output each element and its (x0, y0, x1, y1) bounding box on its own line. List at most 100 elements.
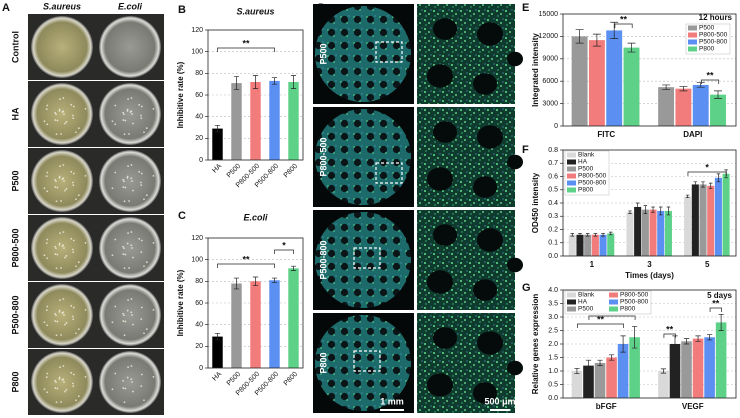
error-bar (578, 233, 582, 237)
plot-frame (562, 149, 737, 257)
error-bar (620, 335, 626, 353)
colony (59, 232, 61, 235)
bar (591, 234, 599, 256)
error-bar (592, 33, 601, 47)
colony (72, 315, 74, 318)
y-tick-label: 0.5 (548, 381, 558, 388)
y-tick-label: 0.6 (548, 173, 558, 180)
x-axis-label: Times (days) (625, 271, 674, 280)
colony (46, 305, 49, 308)
y-tick-label: 1.5 (548, 354, 558, 361)
bar (704, 337, 715, 398)
colony (54, 253, 57, 255)
legend-swatch (609, 292, 618, 298)
colony (130, 97, 133, 99)
significance-label: ** (620, 14, 628, 24)
colony (43, 187, 46, 190)
error-bar (214, 332, 221, 341)
colony (114, 104, 117, 107)
bar (594, 362, 606, 398)
colony (122, 178, 125, 181)
legend-swatch (567, 173, 576, 179)
legend-label: P800 (578, 187, 594, 194)
colony (138, 237, 141, 240)
colony (56, 186, 59, 189)
colony (54, 320, 57, 322)
y-tick-label: 0.4 (548, 200, 558, 207)
colony (54, 245, 57, 248)
error-bar (660, 368, 667, 374)
colony (128, 267, 130, 269)
colony (145, 127, 148, 130)
y-tick-label: 12000 (539, 33, 559, 40)
panel-label: F (522, 144, 529, 156)
pore (507, 360, 523, 376)
colony (56, 387, 59, 390)
colony (72, 318, 75, 321)
colony (58, 175, 61, 178)
error-bar (575, 29, 584, 44)
colony (45, 309, 48, 312)
y-tick-label: 1.0 (548, 368, 558, 375)
colony (58, 309, 61, 312)
error-bar (718, 313, 724, 331)
y-axis-label: OD450 intensity (531, 172, 540, 233)
bar (231, 283, 242, 368)
colony (63, 381, 65, 383)
zoom-photo (417, 313, 515, 413)
significance-bracket (709, 307, 722, 312)
colony (140, 373, 143, 376)
colony (58, 108, 61, 111)
legend-label: P500 (578, 166, 594, 173)
colony (65, 388, 68, 391)
colony (140, 239, 143, 242)
colony (62, 164, 65, 166)
colony (126, 108, 129, 111)
colony (130, 378, 133, 381)
pore (507, 257, 523, 273)
scaffold-photo (315, 212, 411, 308)
scaffold-photo (315, 6, 411, 102)
panel-label: E (522, 2, 529, 14)
row-label: P800 (10, 371, 20, 392)
colony (123, 334, 126, 337)
colony (140, 385, 143, 388)
colony (122, 312, 125, 315)
colony (152, 308, 155, 311)
pore (473, 73, 497, 95)
significance-label: ** (712, 298, 720, 308)
colony (75, 198, 77, 201)
y-tick-label: 0.2 (548, 226, 558, 233)
colony (152, 174, 155, 177)
colony (72, 184, 75, 187)
colony (127, 366, 129, 369)
y-tick-label: 0 (199, 365, 203, 372)
row-label: P500-800 (10, 295, 20, 334)
colony (58, 376, 61, 379)
pore (433, 18, 457, 40)
bar (571, 36, 588, 126)
bar (617, 344, 629, 398)
y-tick-label: 60 (195, 300, 203, 307)
legend-label: HA (578, 299, 588, 306)
colony (63, 247, 65, 249)
error-bar (631, 326, 638, 349)
colony (64, 122, 66, 125)
legend-label: P500 (699, 25, 715, 32)
pore (473, 176, 497, 198)
colony (126, 376, 129, 379)
bar (626, 212, 634, 256)
y-axis-label: Integrated intensity (531, 33, 540, 107)
colony (126, 110, 129, 112)
colony (84, 241, 87, 244)
colony (61, 178, 64, 180)
error-bar (233, 76, 240, 90)
colony (61, 379, 64, 381)
colony (61, 312, 64, 314)
bar (250, 281, 261, 368)
colony (46, 324, 49, 327)
colony (143, 265, 145, 268)
bar (599, 234, 607, 256)
pore (507, 51, 523, 67)
legend-swatch (609, 299, 618, 305)
